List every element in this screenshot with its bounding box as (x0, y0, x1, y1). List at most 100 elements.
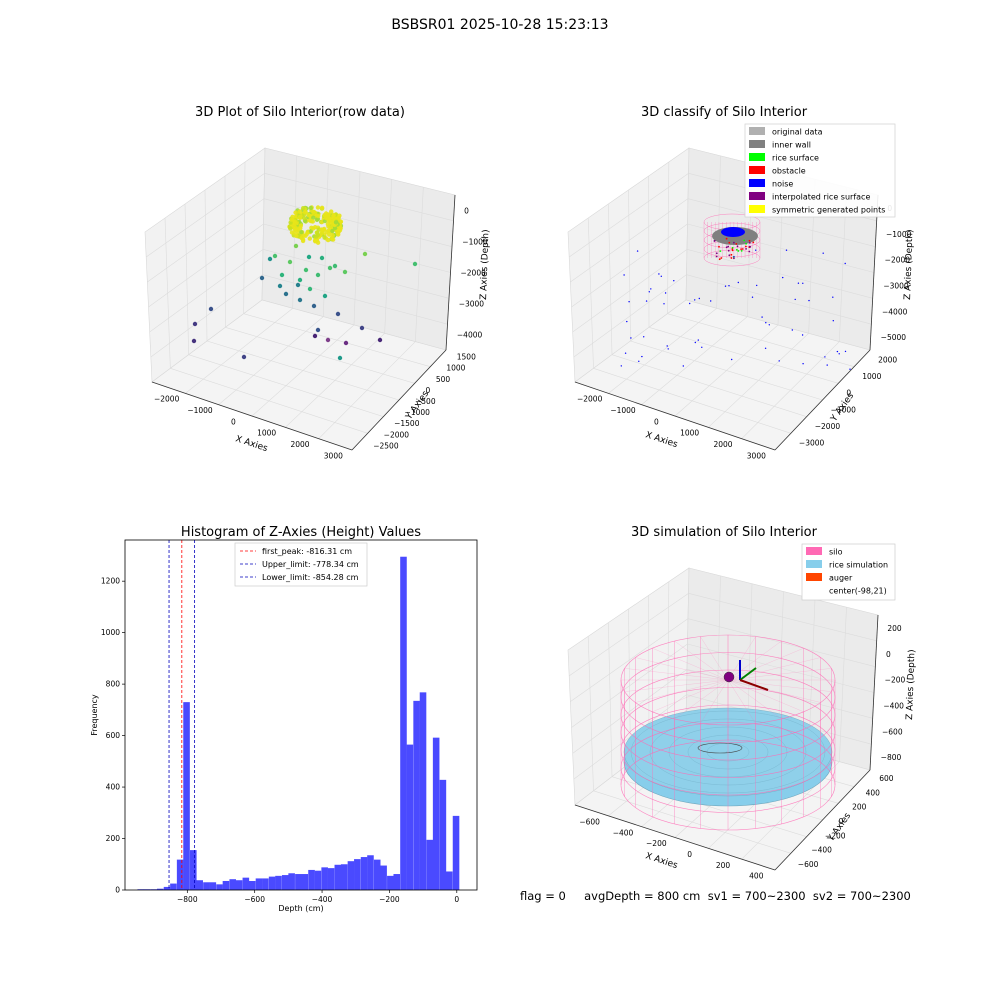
raw-x-tick: −2000 (154, 395, 180, 404)
classify-noise-point (849, 368, 851, 370)
classify-noise-point (658, 273, 660, 275)
classify-noise-point (645, 300, 648, 302)
simulation-legend: silo rice simulation auger center(-98,21) (801, 543, 896, 601)
simulation-legend-swatch (806, 573, 822, 581)
simulation-z-tick: 0 (886, 650, 891, 659)
raw-ring-point (329, 236, 334, 241)
histogram-bar (321, 867, 328, 890)
histogram-bar (281, 875, 289, 890)
histogram-bar (248, 880, 256, 890)
auger-marker (723, 660, 769, 691)
floor-grid-line (318, 341, 416, 439)
classify-surface-point (736, 245, 739, 248)
classify-noise-point (824, 356, 826, 358)
classify-noise-point (724, 285, 727, 287)
histogram-bar (387, 875, 394, 890)
classify-z-tick: −4000 (882, 307, 908, 316)
subplot-simulation: 3D simulation of Silo Interior −600−400−… (567, 525, 917, 881)
raw-z-tick: −1000 (462, 238, 488, 247)
raw-scatter-point (315, 327, 321, 333)
classify-x-tick-labels: −2000 −1000 0 1000 2000 3000 (577, 395, 766, 461)
classify-noise-point (636, 250, 639, 252)
histogram-bar (163, 886, 171, 890)
classify-surface-point (725, 237, 728, 240)
raw-ring-point (329, 209, 334, 214)
silo-roof-spoke (635, 679, 729, 703)
classify-surface-point (748, 239, 751, 242)
histogram-legend: first_peak: -816.31 cm Upper_limit: -778.… (234, 542, 368, 587)
classify-noise-point (701, 346, 703, 348)
histogram-bar (373, 859, 381, 890)
classify-x-tick: 2000 (713, 440, 732, 449)
histogram-bar (327, 868, 335, 891)
classify-noise-point (663, 303, 665, 305)
histogram-legend-label: Upper_limit: -778.34 cm (262, 560, 359, 569)
classify-noise-point (664, 292, 667, 294)
y-axis-line (351, 349, 447, 451)
classify-legend-label: symmetric generated points (772, 206, 885, 215)
status-line: flag = 0 avgDepth = 800 cm sv1 = 700~230… (520, 889, 911, 903)
raw-ring-point (294, 233, 299, 239)
raw-scatter-point (342, 269, 348, 275)
histogram-y-tick-label: 1000 (101, 628, 120, 637)
histogram-x-ticks: −800 −600 −400 −200 0 (177, 890, 459, 904)
classify-noise-point (731, 358, 733, 361)
classify-y-tick: −1000 (831, 405, 857, 414)
classify-x-tick: 0 (654, 417, 659, 426)
classify-surface-point (720, 257, 723, 259)
raw-ring-point (297, 209, 302, 214)
classify-noise-point (808, 299, 810, 302)
classify-surface-point (740, 248, 742, 251)
simulation-y-tick: 600 (879, 774, 894, 783)
subplot-classify: 3D classify of Silo Interior −2000 −1000 0… (567, 105, 915, 461)
raw-ring-point (330, 228, 335, 234)
classify-surface-point (745, 242, 747, 245)
raw-ring-point (308, 205, 313, 211)
classify-noise-point (697, 339, 699, 341)
simulation-x-tick: 400 (749, 872, 764, 881)
raw-ring-point (319, 205, 325, 210)
histogram-bar (242, 877, 250, 890)
classify-z-tick: −2000 (885, 256, 911, 265)
raw-scatter-point (315, 272, 321, 278)
raw-ring-point (290, 214, 295, 219)
raw-z-tick: −4000 (457, 331, 483, 340)
raw-ring-point (298, 223, 303, 228)
classify-noise-point (673, 280, 675, 282)
auger-y-arrow (739, 667, 757, 681)
classify-noise-point (689, 302, 691, 305)
raw-z-tick: −2000 (461, 269, 487, 278)
simulation-legend-label: center(-98,21) (829, 587, 887, 596)
silo-roof-spoke (674, 679, 729, 720)
classify-surface-point (748, 242, 751, 244)
classify-noise-point (630, 337, 632, 339)
histogram-legend-label: Lower_limit: -854.28 cm (262, 573, 359, 582)
classify-surface-point (748, 250, 751, 253)
raw-scatter-point (191, 338, 197, 344)
silo-roof-spoke (624, 668, 729, 681)
raw-scatter-point (335, 311, 341, 317)
raw-scatter-point (192, 321, 198, 327)
raw-scatter-point (377, 337, 383, 343)
silo-roof-spoke (727, 636, 756, 681)
classify-noise-point (826, 364, 828, 366)
histogram-bar (262, 878, 269, 890)
silo-roof-spoke (700, 636, 729, 681)
classify-noise-point (623, 274, 625, 276)
simulation-z-tick: −600 (882, 727, 903, 736)
classify-legend-swatch (749, 205, 765, 213)
histogram-bar (235, 880, 243, 890)
classify-noise-point (785, 249, 788, 251)
raw-ring-point (331, 212, 336, 218)
y-axis-line (774, 349, 871, 451)
classify-surface-point (733, 257, 735, 260)
simulation-x-tick: 200 (716, 861, 731, 870)
raw-ring-point (302, 215, 307, 221)
classify-noise-point (638, 360, 640, 362)
classify-legend-label: noise (772, 180, 793, 189)
raw-ring-point (333, 220, 339, 225)
simulation-z-tick: −800 (881, 753, 902, 762)
figure-title: BSBSR01 2025-10-28 15:23:13 (391, 17, 609, 33)
histogram-bar (360, 857, 368, 890)
raw-y-tick: −1000 (405, 408, 431, 417)
